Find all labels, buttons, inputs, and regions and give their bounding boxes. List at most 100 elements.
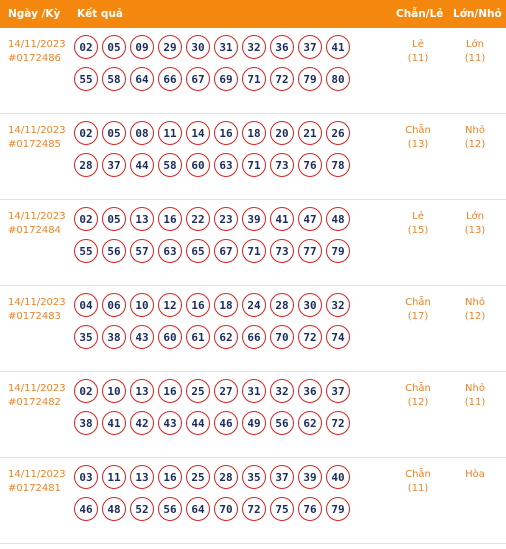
draw-number: #0172486	[8, 53, 61, 64]
ball-line: 02 05 13 16 22 23 39 41 47 48	[74, 207, 364, 231]
number-ball: 65	[186, 239, 210, 263]
number-ball: 73	[270, 239, 294, 263]
number-ball: 60	[158, 325, 182, 349]
ball-line: 55 58 64 66 67 69 71 72 79 80	[74, 67, 364, 91]
chan-le-stat: Chẵn (12)	[393, 382, 443, 410]
number-ball: 36	[298, 379, 322, 403]
number-ball: 02	[74, 207, 98, 231]
lon-nho-count: (11)	[464, 53, 486, 64]
draw-number: #0172485	[8, 139, 61, 150]
number-ball: 67	[186, 67, 210, 91]
number-ball: 02	[74, 379, 98, 403]
number-ball: 05	[102, 35, 126, 59]
lon-nho-count: (12)	[464, 139, 486, 150]
number-ball: 12	[158, 293, 182, 317]
header-ket-qua: Kết quả	[77, 8, 124, 20]
number-ball: 37	[298, 35, 322, 59]
number-ball: 16	[158, 207, 182, 231]
lon-nho-stat: Nhỏ (11)	[450, 382, 500, 410]
ball-line: 55 56 57 63 65 67 71 73 77 79	[74, 239, 364, 263]
ball-line: 46 48 52 56 64 70 72 75 76 79	[74, 497, 364, 521]
number-ball: 75	[270, 497, 294, 521]
table-header: Ngày /Kỳ Kết quả Chẵn/Lẻ Lớn/Nhỏ	[0, 0, 506, 28]
number-ball: 35	[74, 325, 98, 349]
number-ball: 25	[186, 465, 210, 489]
number-ball: 69	[214, 67, 238, 91]
draw-date: 14/11/2023	[8, 297, 66, 308]
number-ball: 35	[242, 465, 266, 489]
lon-nho-count: (12)	[464, 311, 486, 322]
number-ball: 56	[270, 411, 294, 435]
number-ball: 37	[326, 379, 350, 403]
lon-nho-count: (13)	[464, 225, 486, 236]
lon-nho-stat: Nhỏ (12)	[450, 124, 500, 152]
lon-nho-label: Hòa	[465, 469, 485, 480]
number-ball: 32	[270, 379, 294, 403]
result-balls: 04 06 10 12 16 18 24 28 30 32 35 38 43 60 61 62 66 70 72 74	[74, 293, 364, 357]
draw-date: 14/11/2023	[8, 39, 66, 50]
number-ball: 61	[186, 325, 210, 349]
number-ball: 02	[74, 121, 98, 145]
lon-nho-stat: Nhỏ (12)	[450, 296, 500, 324]
number-ball: 10	[102, 379, 126, 403]
number-ball: 66	[242, 325, 266, 349]
number-ball: 72	[270, 67, 294, 91]
result-balls: 02 05 09 29 30 31 32 36 37 41 55 58 64 66 67 69 71 72 79 80	[74, 35, 364, 99]
chan-le-count: (15)	[407, 225, 429, 236]
number-ball: 39	[298, 465, 322, 489]
number-ball: 43	[158, 411, 182, 435]
number-ball: 48	[102, 497, 126, 521]
chan-le-count: (11)	[407, 53, 429, 64]
number-ball: 47	[298, 207, 322, 231]
number-ball: 40	[326, 465, 350, 489]
number-ball: 57	[130, 239, 154, 263]
number-ball: 44	[130, 153, 154, 177]
draw-info: 14/11/2023 #0172485	[8, 124, 66, 152]
chan-le-count: (13)	[407, 139, 429, 150]
number-ball: 02	[74, 35, 98, 59]
number-ball: 36	[270, 35, 294, 59]
chan-le-count: (17)	[407, 311, 429, 322]
number-ball: 11	[102, 465, 126, 489]
number-ball: 63	[214, 153, 238, 177]
number-ball: 22	[186, 207, 210, 231]
draw-date: 14/11/2023	[8, 211, 66, 222]
result-balls: 02 10 13 16 25 27 31 32 36 37 38 41 42 43 44 46 49 56 62 72	[74, 379, 364, 443]
table-row: 14/11/2023 #0172482 02 10 13 16 25 27 31 32 36 37 38…	[0, 372, 506, 458]
ball-line: 28 37 44 58 60 63 71 73 76 78	[74, 153, 364, 177]
number-ball: 64	[186, 497, 210, 521]
number-ball: 78	[326, 153, 350, 177]
number-ball: 16	[158, 379, 182, 403]
number-ball: 38	[74, 411, 98, 435]
number-ball: 16	[186, 293, 210, 317]
table-row: 14/11/2023 #0172484 02 05 13 16 22 23 39 41 47 48 55…	[0, 200, 506, 286]
ball-line: 04 06 10 12 16 18 24 28 30 32	[74, 293, 364, 317]
draw-date: 14/11/2023	[8, 125, 66, 136]
lon-nho-label: Nhỏ	[465, 125, 485, 136]
table-body: 14/11/2023 #0172486 02 05 09 29 30 31 32 36 37 41 55…	[0, 28, 506, 544]
number-ball: 71	[242, 67, 266, 91]
number-ball: 41	[326, 35, 350, 59]
lon-nho-stat: Lớn (13)	[450, 210, 500, 238]
number-ball: 74	[326, 325, 350, 349]
number-ball: 58	[158, 153, 182, 177]
lon-nho-label: Nhỏ	[465, 297, 485, 308]
number-ball: 05	[102, 207, 126, 231]
number-ball: 03	[74, 465, 98, 489]
number-ball: 25	[186, 379, 210, 403]
number-ball: 24	[242, 293, 266, 317]
number-ball: 10	[130, 293, 154, 317]
number-ball: 77	[298, 239, 322, 263]
draw-info: 14/11/2023 #0172481	[8, 468, 66, 496]
number-ball: 37	[270, 465, 294, 489]
chan-le-label: Chẵn	[405, 469, 431, 480]
number-ball: 16	[158, 465, 182, 489]
number-ball: 56	[158, 497, 182, 521]
draw-number: #0172482	[8, 397, 61, 408]
draw-info: 14/11/2023 #0172482	[8, 382, 66, 410]
draw-number: #0172484	[8, 225, 61, 236]
result-balls: 03 11 13 16 25 28 35 37 39 40 46 48 52 56 64 70 72 75 76 79	[74, 465, 364, 529]
number-ball: 30	[186, 35, 210, 59]
number-ball: 16	[214, 121, 238, 145]
draw-number: #0172481	[8, 483, 61, 494]
